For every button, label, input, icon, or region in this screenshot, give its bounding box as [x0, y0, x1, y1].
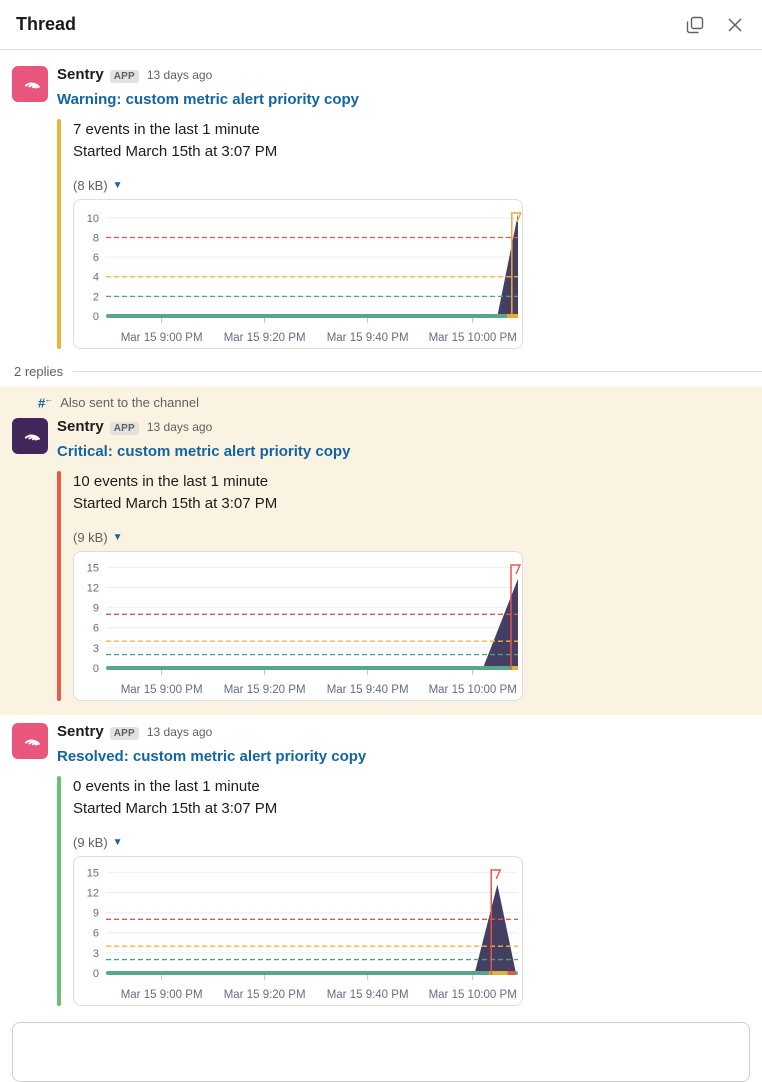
svg-text:Mar 15 9:40 PM: Mar 15 9:40 PM — [327, 989, 409, 1001]
sender-name[interactable]: Sentry — [57, 66, 104, 83]
alert-attachment: 0 events in the last 1 minute Started Ma… — [57, 776, 746, 1007]
sender-name[interactable]: Sentry — [57, 418, 104, 436]
attachment-accent-bar — [57, 471, 61, 702]
svg-text:15: 15 — [87, 868, 99, 880]
attachment-accent-bar — [57, 776, 61, 1007]
attachment-size-toggle[interactable]: (9 kB) ▼ — [73, 529, 523, 546]
alert-title-link[interactable]: Warning: custom metric alert priority co… — [57, 91, 359, 108]
svg-text:Mar 15 10:00 PM: Mar 15 10:00 PM — [429, 332, 517, 344]
attachment-size-label: (8 kB) — [73, 178, 108, 193]
replies-count-label: 2 replies — [14, 363, 64, 379]
svg-text:0: 0 — [93, 311, 99, 323]
svg-text:Mar 15 9:20 PM: Mar 15 9:20 PM — [224, 989, 306, 1001]
svg-text:15: 15 — [87, 563, 99, 575]
svg-text:6: 6 — [93, 623, 99, 635]
alert-title-link[interactable]: Resolved: custom metric alert priority c… — [57, 748, 367, 766]
svg-text:Mar 15 10:00 PM: Mar 15 10:00 PM — [429, 989, 517, 1001]
attachment-size-label: (9 kB) — [73, 530, 108, 546]
divider-line — [73, 370, 762, 372]
svg-text:6: 6 — [93, 252, 99, 264]
close-icon[interactable] — [724, 14, 746, 36]
svg-text:Mar 15 9:00 PM: Mar 15 9:00 PM — [121, 332, 203, 344]
app-badge: APP — [109, 422, 139, 436]
collapse-caret-icon: ▼ — [112, 532, 123, 544]
message-timestamp[interactable]: 13 days ago — [146, 420, 213, 435]
thread-reply-message: Sentry APP 13 days ago Resolved: custom … — [0, 715, 762, 1007]
svg-text:8: 8 — [93, 232, 99, 244]
alert-attachment: 10 events in the last 1 minute Started M… — [57, 471, 746, 702]
sentry-avatar[interactable] — [12, 723, 48, 760]
sentry-avatar[interactable] — [12, 66, 48, 102]
started-text: Started March 15th at 3:07 PM — [73, 495, 278, 513]
panel-title: Thread — [16, 14, 77, 34]
thread-panel-header: Thread — [0, 0, 762, 50]
sentry-avatar[interactable] — [12, 418, 48, 455]
highlighted-message-section: #← Also sent to the channel Sentry APP 1… — [0, 387, 762, 716]
svg-text:0: 0 — [93, 968, 99, 980]
started-text: Started March 15th at 3:07 PM — [73, 143, 278, 160]
thread-reply-message: Sentry APP 13 days ago Critical: custom … — [0, 410, 762, 702]
svg-text:Mar 15 9:00 PM: Mar 15 9:00 PM — [121, 684, 203, 696]
alert-title-link[interactable]: Critical: custom metric alert priority c… — [57, 443, 351, 461]
started-text: Started March 15th at 3:07 PM — [73, 800, 278, 818]
svg-text:9: 9 — [93, 603, 99, 615]
attachment-accent-bar — [57, 119, 61, 349]
also-sent-label: Also sent to the channel — [60, 394, 199, 410]
also-sent-row: #← Also sent to the channel — [0, 387, 762, 410]
channel-arrow-icon: #← — [38, 394, 53, 411]
svg-text:0: 0 — [93, 663, 99, 675]
attachment-size-label: (9 kB) — [73, 835, 108, 851]
svg-text:Mar 15 9:20 PM: Mar 15 9:20 PM — [224, 332, 306, 344]
svg-text:2: 2 — [93, 291, 99, 303]
metric-chart-image[interactable]: 0 3 6 9 12 15 Mar 15 9:00 PM Mar 15 9:20 PM Mar … — [73, 551, 523, 702]
attachment-size-toggle[interactable]: (9 kB) ▼ — [73, 834, 523, 851]
svg-text:Mar 15 9:40 PM: Mar 15 9:40 PM — [327, 332, 409, 344]
events-count-text: 10 events in the last 1 minute — [73, 473, 269, 491]
open-in-window-icon[interactable] — [684, 14, 706, 36]
app-badge: APP — [109, 727, 139, 741]
svg-text:Mar 15 10:00 PM: Mar 15 10:00 PM — [429, 684, 517, 696]
svg-text:Mar 15 9:40 PM: Mar 15 9:40 PM — [327, 684, 409, 696]
svg-text:Mar 15 9:00 PM: Mar 15 9:00 PM — [121, 989, 203, 1001]
svg-text:9: 9 — [93, 908, 99, 920]
svg-text:Mar 15 9:20 PM: Mar 15 9:20 PM — [224, 684, 306, 696]
alert-attachment: 7 events in the last 1 minute Started Ma… — [57, 119, 746, 349]
svg-text:6: 6 — [93, 928, 99, 940]
thread-root-message: Sentry APP 13 days ago Warning: custom m… — [0, 50, 762, 349]
events-count-text: 7 events in the last 1 minute — [73, 121, 260, 138]
message-timestamp[interactable]: 13 days ago — [146, 68, 213, 82]
message-timestamp[interactable]: 13 days ago — [146, 725, 213, 740]
events-count-text: 0 events in the last 1 minute — [73, 778, 260, 796]
attachment-size-toggle[interactable]: (8 kB) ▼ — [73, 177, 523, 194]
sender-name[interactable]: Sentry — [57, 723, 104, 741]
app-badge: APP — [109, 70, 139, 83]
metric-chart-image[interactable]: 0 3 6 9 12 15 Mar 15 9:00 PM Mar 15 9:20 PM Mar … — [73, 856, 523, 1007]
svg-text:10: 10 — [87, 213, 99, 225]
svg-text:12: 12 — [87, 583, 99, 595]
svg-text:12: 12 — [87, 888, 99, 900]
reply-composer-input[interactable] — [12, 1022, 750, 1082]
svg-text:4: 4 — [93, 272, 99, 284]
svg-text:3: 3 — [93, 948, 99, 960]
replies-divider: 2 replies — [0, 357, 762, 385]
collapse-caret-icon: ▼ — [112, 180, 123, 191]
metric-chart-image[interactable]: 0 2 4 6 8 10 Mar 15 9:00 PM Mar 15 9:20 PM Mar 1… — [73, 199, 523, 349]
collapse-caret-icon: ▼ — [112, 837, 123, 849]
svg-text:3: 3 — [93, 643, 99, 655]
